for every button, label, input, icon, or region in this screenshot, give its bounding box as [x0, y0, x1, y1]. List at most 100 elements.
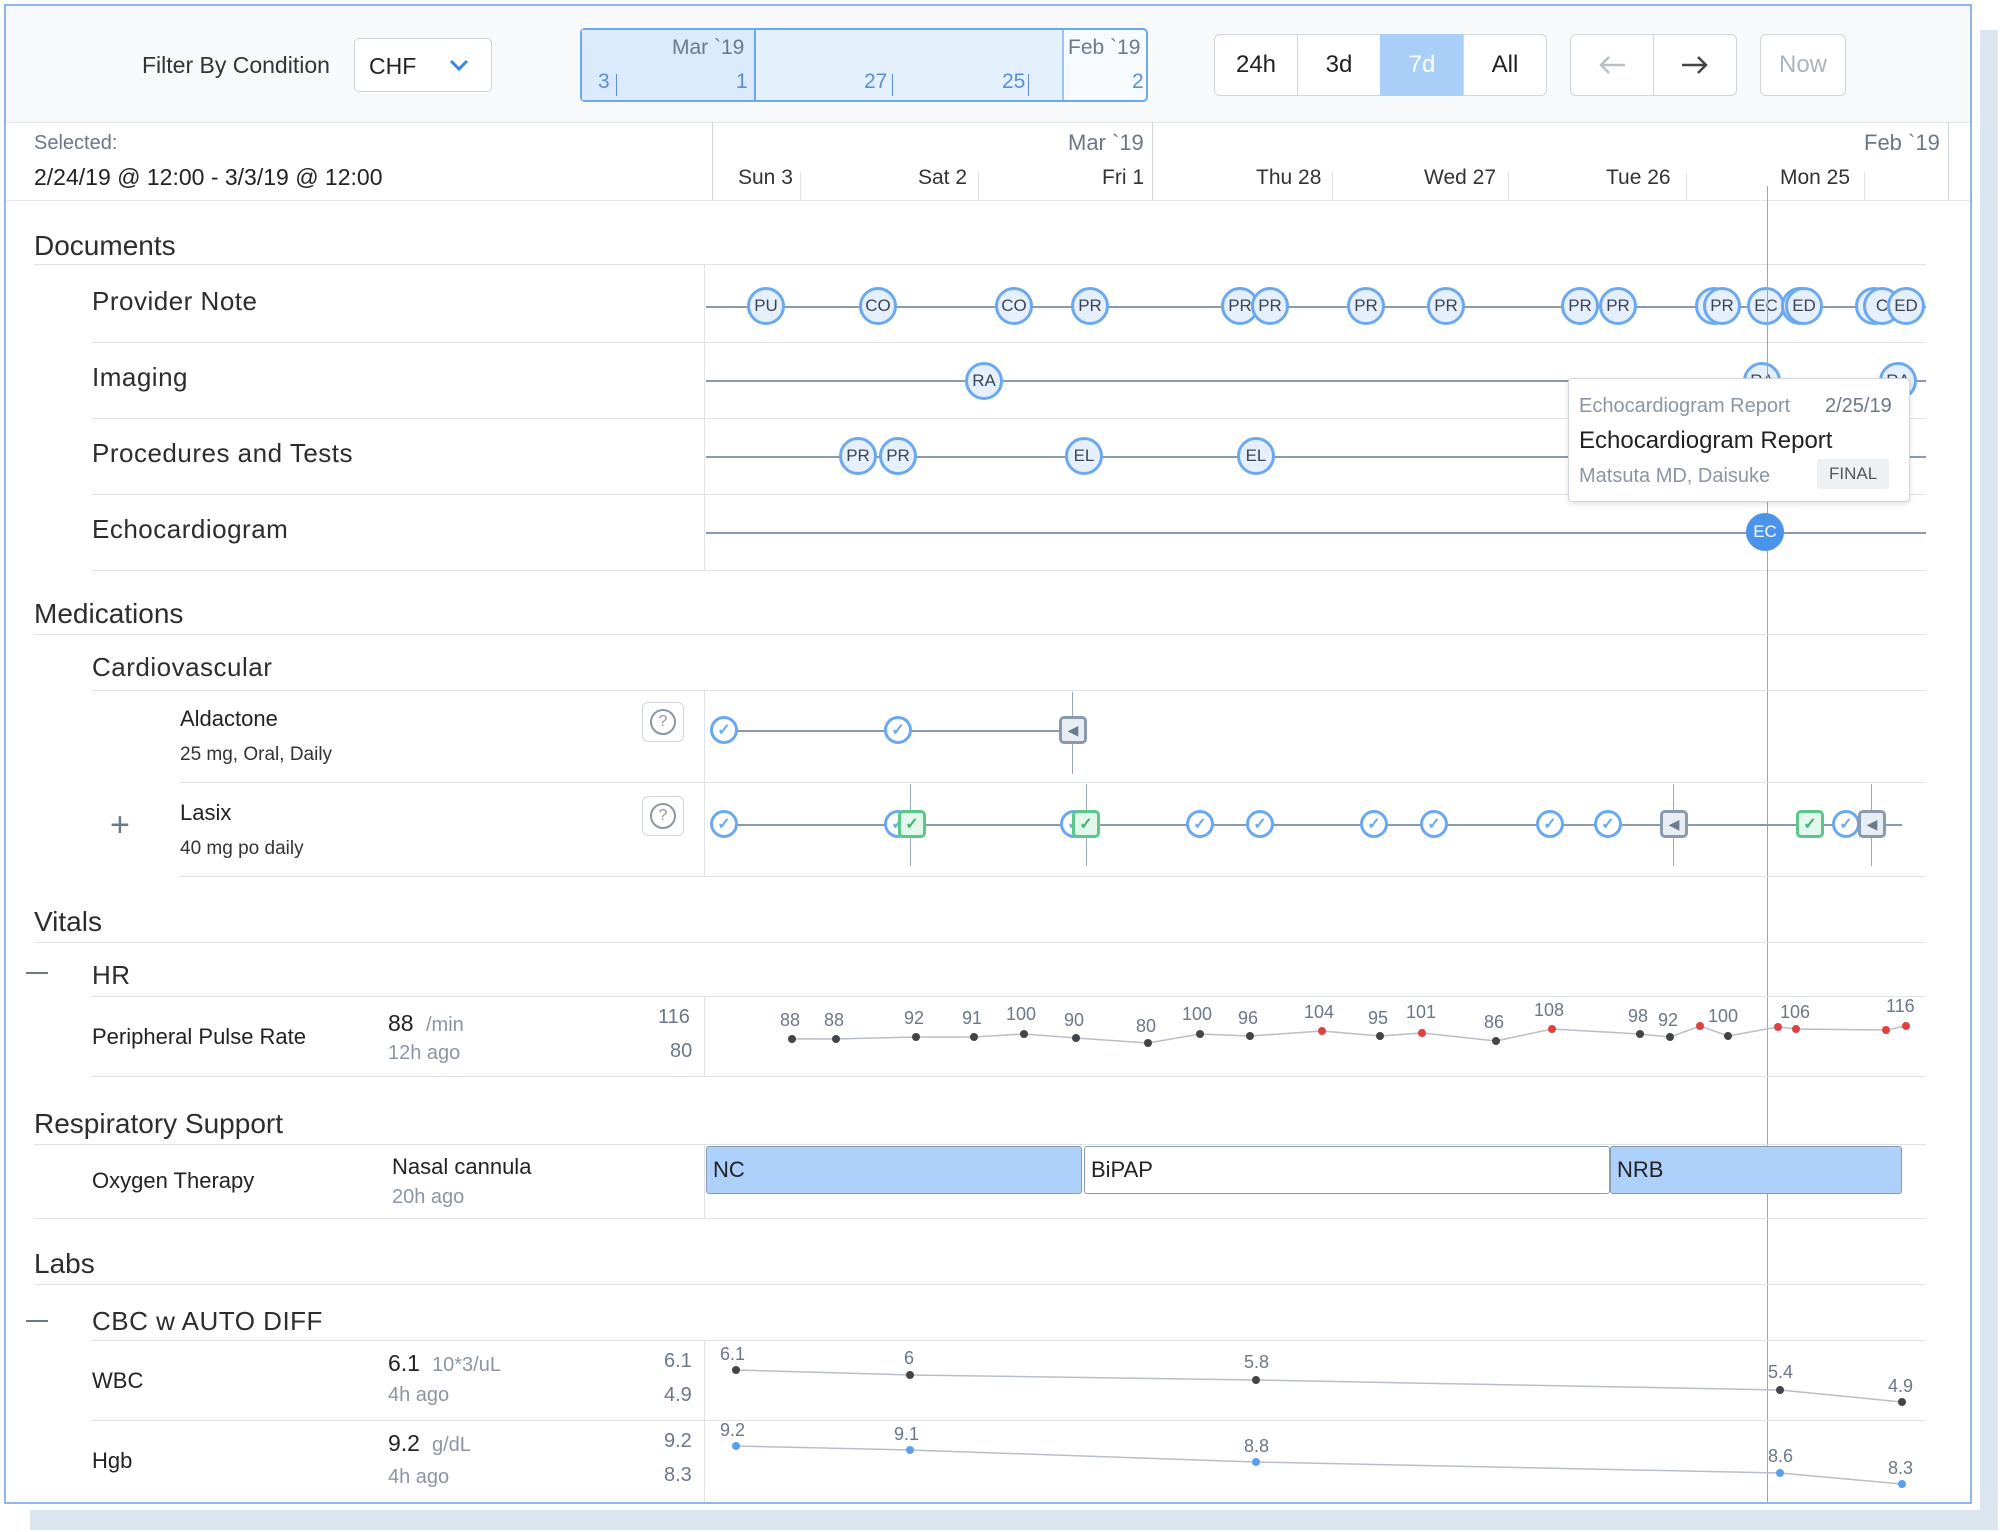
day-label: Fri 1	[1102, 166, 1144, 189]
check-icon[interactable]: ✓	[1536, 810, 1564, 838]
doc-node[interactable]: PR	[1561, 287, 1599, 325]
check-icon[interactable]: ✓	[1594, 810, 1622, 838]
hr-point-label: 91	[962, 1008, 983, 1028]
doc-node[interactable]: PR	[1703, 287, 1741, 325]
hr-point-label: 116	[1886, 996, 1915, 1016]
minus-icon[interactable]	[26, 1320, 48, 1322]
medication-group: Cardiovascular	[92, 652, 273, 682]
check-icon[interactable]: ✓	[1796, 810, 1824, 838]
doc-node[interactable]: PR	[1347, 287, 1385, 325]
wbc-point-label: 5.4	[1768, 1362, 1794, 1382]
minimap-tick-2: 2	[1132, 70, 1144, 93]
help-button[interactable]: ?	[642, 796, 684, 836]
day-label: Mon 25	[1780, 166, 1851, 189]
doc-node[interactable]: RA	[965, 362, 1003, 400]
hr-point-label: 98	[1628, 1006, 1649, 1026]
hr-point-label: 100	[1006, 1004, 1037, 1024]
hr-point-label: 100	[1182, 1004, 1213, 1024]
check-icon[interactable]: ✓	[710, 810, 738, 838]
hr-point-label: 106	[1780, 1002, 1811, 1022]
check-icon[interactable]: ✓	[1186, 810, 1214, 838]
doc-node[interactable]: ED	[1785, 287, 1823, 325]
zoom-7d-button[interactable]: 7d	[1380, 34, 1464, 96]
prev-range-button[interactable]	[1570, 34, 1654, 96]
doc-node-selected[interactable]: EC	[1746, 513, 1784, 551]
zoom-3d-button[interactable]: 3d	[1297, 34, 1381, 96]
check-icon[interactable]: ✓	[1360, 810, 1388, 838]
stop-icon[interactable]: ◀	[1059, 716, 1087, 744]
doc-node[interactable]: CO	[859, 287, 897, 325]
hr-point-label: 90	[1064, 1010, 1085, 1030]
minimap-selection[interactable]	[754, 30, 1064, 100]
hgb-point-label: 8.6	[1768, 1446, 1794, 1466]
stop-icon[interactable]: ◀	[1660, 810, 1688, 838]
respiratory-ago: 20h ago	[392, 1186, 465, 1208]
oxygen-bar[interactable]: BiPAP	[1084, 1146, 1610, 1194]
vital-ago: 12h ago	[388, 1042, 461, 1064]
doc-node[interactable]: PU	[747, 287, 785, 325]
zoom-all-button[interactable]: All	[1463, 34, 1547, 96]
plus-icon[interactable]: +	[110, 806, 130, 844]
check-icon[interactable]: ✓	[1832, 810, 1860, 838]
toolbar: Filter By Condition CHF Mar `19 Feb `19 …	[6, 6, 1970, 123]
doc-node[interactable]: EL	[1237, 437, 1275, 475]
day-label: Sat 2	[918, 166, 968, 189]
arrow-left-icon	[1599, 56, 1625, 74]
chevron-down-icon	[449, 59, 469, 72]
range-minimap[interactable]: Mar `19 Feb `19 3 1 27 25 2	[580, 28, 1148, 102]
doc-node[interactable]: PR	[1251, 287, 1289, 325]
vital-sparkline	[735, 1025, 1907, 1485]
doc-node[interactable]: PR	[1427, 287, 1465, 325]
row-echocardiogram: Echocardiogram	[92, 514, 289, 544]
doc-node[interactable]: CO	[995, 287, 1033, 325]
hr-point-label: 88	[780, 1010, 801, 1030]
app-frame: Filter By Condition CHF Mar `19 Feb `19 …	[4, 4, 1972, 1504]
wbc-point-label: 6.1	[720, 1344, 746, 1364]
lab-min: 4.9	[664, 1384, 692, 1406]
stop-icon[interactable]: ◀	[1858, 810, 1886, 838]
check-icon[interactable]: ✓	[884, 716, 912, 744]
check-icon[interactable]: ✓	[1420, 810, 1448, 838]
row-procedures: Procedures and Tests	[92, 438, 353, 468]
doc-node[interactable]: ED	[1887, 287, 1925, 325]
doc-node[interactable]: EL	[1065, 437, 1103, 475]
help-button[interactable]: ?	[642, 702, 684, 742]
now-marker-line	[1767, 186, 1768, 1502]
minus-icon[interactable]	[26, 972, 48, 974]
hr-point-label: 100	[1708, 1006, 1739, 1026]
check-icon[interactable]: ✓	[898, 810, 926, 838]
doc-node[interactable]: PR	[1599, 287, 1637, 325]
medication-name: Aldactone	[180, 706, 278, 731]
tooltip-type: Echocardiogram Report	[1579, 395, 1791, 417]
lab-max: 9.2	[664, 1430, 692, 1452]
row-provider-note: Provider Note	[92, 286, 258, 316]
hr-point-label: 95	[1368, 1008, 1389, 1028]
condition-select[interactable]: CHF	[354, 38, 492, 92]
tooltip-status-badge: FINAL	[1817, 459, 1890, 489]
doc-node[interactable]: PR	[879, 437, 917, 475]
hr-point-label: 101	[1406, 1002, 1437, 1022]
medication-dose: 40 mg po daily	[180, 838, 304, 859]
doc-node[interactable]: PR	[839, 437, 877, 475]
minimap-tick-25: 25	[1002, 70, 1026, 93]
oxygen-bar[interactable]: NC	[706, 1146, 1082, 1194]
lab-ago: 4h ago	[388, 1466, 450, 1488]
section-vitals: Vitals	[34, 906, 102, 937]
arrow-right-icon	[1682, 56, 1708, 74]
check-icon[interactable]: ✓	[1246, 810, 1274, 838]
now-button[interactable]: Now	[1760, 34, 1846, 96]
minimap-tick-1: 1	[736, 70, 748, 93]
hr-point-label: 88	[824, 1010, 845, 1030]
vital-max: 116	[658, 1006, 690, 1028]
day-label: Sun 3	[738, 166, 793, 189]
next-range-button[interactable]	[1653, 34, 1737, 96]
section-respiratory: Respiratory Support	[34, 1108, 284, 1139]
lab-value: 9.2	[388, 1430, 420, 1456]
check-icon[interactable]: ✓	[1072, 810, 1100, 838]
section-labs: Labs	[34, 1248, 95, 1279]
oxygen-bar[interactable]: NRB	[1610, 1146, 1902, 1194]
lab-name: WBC	[92, 1368, 144, 1393]
doc-node[interactable]: PR	[1071, 287, 1109, 325]
check-icon[interactable]: ✓	[710, 716, 738, 744]
vitals-group: HR	[92, 960, 131, 990]
